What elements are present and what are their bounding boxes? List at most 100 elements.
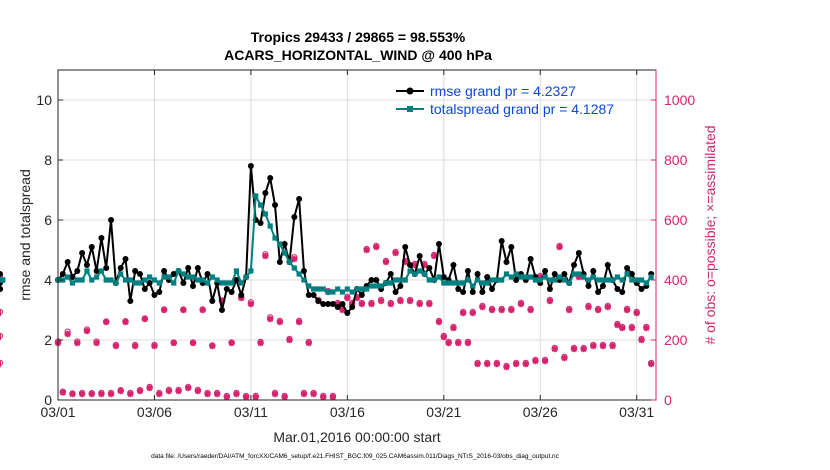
obs-assimilated-marker <box>74 339 81 347</box>
obs-assimilated-marker <box>590 342 597 350</box>
series-1-point <box>426 277 432 283</box>
obs-assimilated-marker <box>430 252 438 260</box>
obs-assimilated-marker <box>580 345 587 353</box>
series-0-point <box>64 259 71 265</box>
obs-assimilated-marker <box>242 393 250 401</box>
series-1-point <box>325 289 331 295</box>
series-1-point <box>103 277 109 283</box>
series-1-point <box>238 280 244 286</box>
series-0-point <box>614 286 621 292</box>
series-1-point <box>301 277 307 283</box>
series-0-point <box>291 214 298 220</box>
series-0-point <box>262 190 269 196</box>
series-1-point <box>310 286 317 292</box>
series-0-point <box>257 220 264 226</box>
series-1-point <box>214 277 220 283</box>
series-0-point <box>575 250 582 256</box>
obs-assimilated-marker <box>131 342 139 350</box>
series-0-point <box>469 289 476 295</box>
data-file-footer: data file: /Users/raeder/DAI/ATM_forcXX/… <box>151 453 560 460</box>
obs-assimilated-marker <box>508 306 515 314</box>
obs-count-markers <box>0 242 655 401</box>
series-1-point <box>84 268 90 274</box>
series-1-point <box>561 277 567 283</box>
series-0-point <box>440 274 447 280</box>
y-left-tick-label: 8 <box>44 152 52 168</box>
obs-assimilated-marker <box>291 255 298 263</box>
obs-assimilated-marker <box>117 387 124 395</box>
obs-possible-marker <box>0 272 4 279</box>
series-1-point <box>229 280 235 286</box>
series-1-point <box>296 271 302 277</box>
series-0-point <box>83 262 90 268</box>
obs-assimilated-marker <box>199 306 206 314</box>
series-1-point <box>286 259 293 265</box>
series-1-point <box>320 286 326 292</box>
legend-marker-rmse <box>406 87 414 95</box>
series-0-point <box>127 298 134 304</box>
series-0-point <box>204 271 211 277</box>
series-1-point <box>474 277 481 283</box>
obs-assimilated-marker <box>599 342 607 350</box>
obs-assimilated-marker <box>112 342 120 350</box>
series-0-point <box>74 268 81 274</box>
series-1-point <box>267 223 273 229</box>
series-1-point <box>161 274 167 280</box>
series-1-point <box>576 271 582 277</box>
obs-assimilated-marker <box>614 321 621 329</box>
series-1-point <box>315 286 322 292</box>
series-0-point <box>571 262 578 268</box>
series-0-point <box>479 289 486 295</box>
series-0-point <box>638 286 645 292</box>
series-1-point <box>590 274 596 280</box>
obs-assimilated-marker <box>194 387 202 395</box>
series-0-point <box>305 292 312 298</box>
series-1-point <box>253 193 259 199</box>
series-0-point <box>599 283 606 289</box>
obs-assimilated-marker <box>455 339 462 347</box>
obs-assimilated-marker <box>271 390 279 398</box>
series-0-point <box>590 268 597 274</box>
series-1-point <box>330 289 336 295</box>
series-0-point <box>190 283 197 289</box>
obs-assimilated-marker <box>103 318 110 326</box>
series-0-point <box>247 163 254 169</box>
obs-assimilated-marker <box>522 360 529 368</box>
x-tick-label: 03/26 <box>523 404 558 420</box>
x-tick-label: 03/21 <box>426 404 461 420</box>
obs-assimilated-marker <box>257 339 264 347</box>
series-1-point <box>344 286 350 292</box>
series-0-point <box>546 286 553 292</box>
x-tick-label: 03/06 <box>137 404 172 420</box>
series-0-point <box>209 298 216 304</box>
series-1-point <box>383 280 389 286</box>
obs-assimilated-marker <box>247 300 255 308</box>
series-1-point <box>0 277 6 283</box>
y-left-tick-label: 0 <box>44 392 52 408</box>
series-1-point <box>262 211 268 217</box>
obs-assimilated-marker <box>619 324 626 332</box>
obs-assimilated-marker <box>180 306 187 314</box>
series-0-point <box>392 289 399 295</box>
series-1-point <box>378 283 384 289</box>
series-0-point <box>325 301 332 307</box>
series-0-point <box>117 265 124 271</box>
series-0-point <box>320 301 327 307</box>
series-0-point <box>334 304 341 310</box>
series-1-point <box>151 277 158 283</box>
series-0-point <box>527 256 534 262</box>
series-0-point <box>368 277 375 283</box>
legend: rmse grand pr = 4.2327 totalspread grand… <box>396 83 614 117</box>
x-tick-label: 03/31 <box>619 404 654 420</box>
obs-assimilated-marker <box>445 339 452 347</box>
series-0-point <box>103 265 110 271</box>
series-1-point <box>609 277 616 283</box>
series-0-point <box>156 289 163 295</box>
series-1-point <box>629 277 635 283</box>
obs-assimilated-marker <box>223 393 230 401</box>
series-1-point <box>277 241 283 247</box>
obs-assimilated-marker <box>209 342 216 350</box>
series-0-point <box>132 268 139 274</box>
series-1-point <box>518 274 524 280</box>
